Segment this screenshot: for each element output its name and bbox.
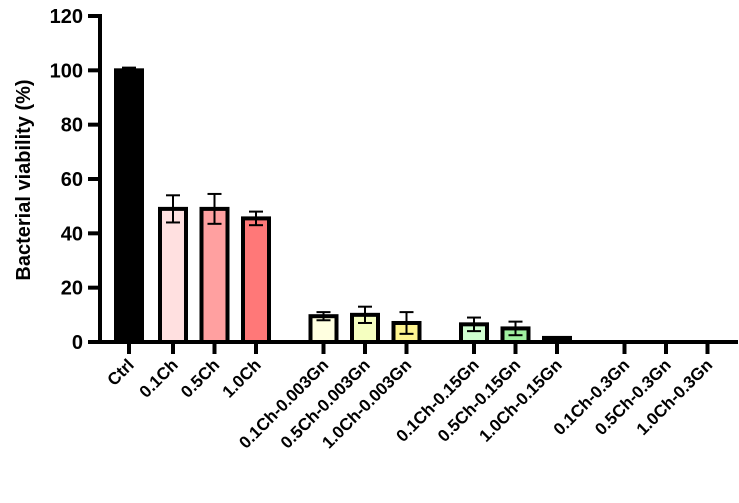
- y-tick-label: 60: [61, 169, 83, 191]
- y-tick-label: 20: [61, 278, 83, 300]
- bar: [241, 216, 271, 344]
- x-tick-label: 1.0Ch: [219, 355, 265, 401]
- x-tick-label: Ctrl: [104, 355, 138, 389]
- x-tick-label: 0.5Ch: [177, 355, 223, 401]
- x-tick-label: 0.1Ch: [136, 355, 182, 401]
- y-tick-label: 80: [61, 115, 83, 137]
- y-tick-label: 40: [61, 223, 83, 245]
- bar: [114, 68, 144, 344]
- y-tick-label: 120: [50, 6, 83, 28]
- bar: [199, 206, 230, 344]
- y-tick-label: 100: [50, 60, 83, 82]
- y-tick-label: 0: [72, 332, 83, 354]
- bar: [158, 206, 188, 344]
- y-axis-label: Bacterial viability (%): [13, 79, 35, 280]
